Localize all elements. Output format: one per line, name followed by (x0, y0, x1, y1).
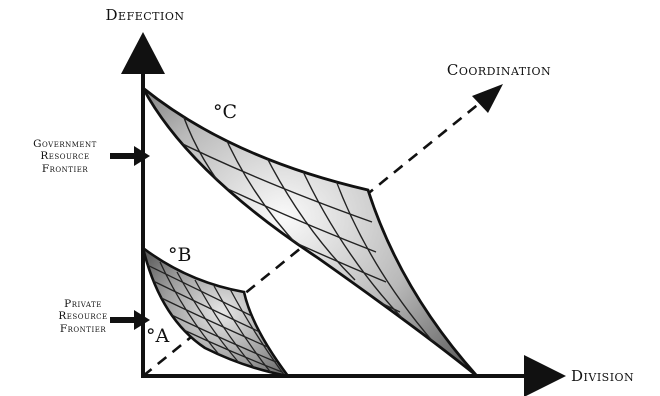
point-a-label: °A (146, 325, 170, 347)
government-frontier-label: Government Resource Frontier (33, 138, 97, 175)
government-frontier-label-line2: Resource (40, 150, 89, 162)
point-c-label: °C (213, 101, 237, 123)
defection-axis-label: Defection (106, 6, 185, 24)
private-frontier-surface (141, 248, 288, 376)
coordination-axis-label: Coordination (447, 61, 551, 79)
division-axis-label: Division (571, 367, 634, 385)
private-frontier-label: Private Resource Frontier (58, 298, 107, 335)
point-b-label: °B (168, 244, 191, 266)
private-frontier-label-line2: Resource (58, 310, 107, 322)
government-frontier-label-line3: Frontier (42, 163, 88, 175)
defection-arrowhead (121, 32, 165, 74)
coordination-arrowhead (472, 84, 503, 113)
private-frontier-label-line3: Frontier (60, 323, 106, 335)
division-arrowhead (524, 355, 566, 396)
government-frontier-label-line1: Government (33, 138, 97, 150)
private-frontier-label-line1: Private (64, 298, 102, 310)
